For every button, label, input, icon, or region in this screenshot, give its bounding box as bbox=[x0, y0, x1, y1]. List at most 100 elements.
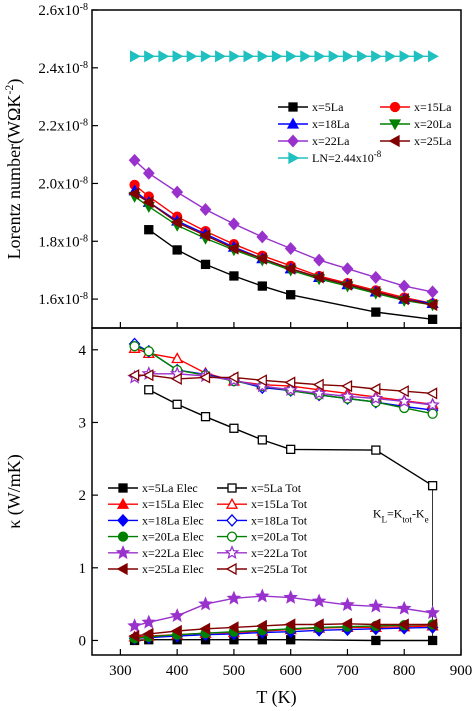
data-point bbox=[286, 290, 296, 300]
data-point bbox=[229, 423, 239, 433]
data-point bbox=[341, 278, 353, 291]
data-point bbox=[257, 50, 269, 63]
data-point bbox=[257, 281, 267, 291]
data-point bbox=[170, 624, 182, 638]
data-point bbox=[228, 217, 240, 231]
data-point bbox=[200, 412, 211, 422]
legend-marker bbox=[118, 483, 128, 493]
data-point bbox=[397, 292, 409, 306]
legend-marker bbox=[389, 101, 401, 113]
data-point bbox=[128, 153, 141, 167]
data-point bbox=[256, 230, 269, 244]
data-point bbox=[198, 596, 213, 611]
data-point bbox=[142, 627, 154, 641]
panel-1-ytick-label: 2.2x10-8 bbox=[38, 117, 88, 135]
legend-label: x=15La bbox=[414, 100, 452, 114]
data-point bbox=[143, 346, 154, 357]
data-point bbox=[311, 385, 327, 400]
data-point bbox=[328, 50, 340, 63]
data-point bbox=[341, 617, 353, 630]
legend-label: x=5La Tot bbox=[251, 481, 302, 495]
data-point bbox=[425, 605, 440, 620]
data-point bbox=[371, 307, 381, 317]
legend-marker bbox=[227, 483, 237, 493]
legend-marker bbox=[117, 531, 129, 542]
legend-label: x=18La Elec bbox=[142, 513, 204, 527]
data-point bbox=[369, 270, 382, 284]
data-point bbox=[199, 622, 211, 635]
data-point bbox=[371, 50, 383, 63]
series-line bbox=[134, 595, 433, 627]
panel-2-ytick-label: 3 bbox=[79, 415, 87, 431]
legend-marker bbox=[226, 531, 238, 542]
data-point bbox=[312, 271, 324, 284]
data-point bbox=[172, 399, 182, 409]
data-point bbox=[427, 50, 439, 63]
data-point bbox=[142, 196, 154, 209]
data-point bbox=[427, 481, 438, 491]
legend-marker bbox=[116, 497, 130, 509]
data-point bbox=[141, 614, 157, 629]
data-point bbox=[243, 50, 255, 63]
xtick-label: 500 bbox=[223, 663, 246, 679]
series-line bbox=[134, 184, 433, 305]
data-point bbox=[171, 352, 184, 364]
legend-marker bbox=[225, 562, 237, 576]
data-point bbox=[170, 216, 182, 229]
data-point bbox=[426, 387, 438, 400]
xtick-label: 400 bbox=[166, 663, 189, 679]
data-point bbox=[369, 618, 381, 631]
data-point bbox=[369, 285, 381, 299]
xtick-label: 300 bbox=[109, 663, 132, 679]
xtick-label: 900 bbox=[450, 663, 473, 679]
legend-label: x=15La Tot bbox=[251, 497, 308, 511]
data-point bbox=[385, 50, 397, 63]
data-point bbox=[229, 271, 239, 281]
data-point bbox=[312, 618, 324, 631]
data-point bbox=[144, 225, 154, 235]
data-point bbox=[215, 50, 227, 63]
panel-1-y-axis-label: Lorentz number(WΩK-2) bbox=[2, 79, 25, 260]
data-point bbox=[396, 393, 412, 408]
legend-marker bbox=[115, 545, 131, 560]
legend-marker bbox=[286, 117, 300, 129]
data-point bbox=[172, 50, 184, 63]
data-point bbox=[255, 374, 267, 387]
legend-marker bbox=[388, 119, 402, 131]
legend-label: x=20La Elec bbox=[142, 530, 204, 544]
legend-marker bbox=[226, 513, 238, 527]
panel-1-ytick-label: 2.0x10-8 bbox=[38, 175, 88, 193]
data-point bbox=[129, 50, 141, 63]
legend-label: x=5La Elec bbox=[142, 481, 198, 495]
data-point bbox=[286, 50, 298, 63]
data-point bbox=[340, 597, 355, 612]
panel-2-ytick-label: 0 bbox=[79, 633, 87, 649]
xtick-label: 600 bbox=[279, 663, 302, 679]
data-point bbox=[271, 50, 283, 63]
data-point bbox=[127, 618, 142, 633]
legend-marker bbox=[117, 513, 129, 527]
data-point bbox=[255, 619, 267, 633]
xtick-label: 700 bbox=[336, 663, 359, 679]
legend-label: LN=2.44x10-8 bbox=[312, 149, 382, 165]
data-point bbox=[341, 262, 354, 276]
panel-1-ytick-label: 1.8x10-8 bbox=[38, 233, 88, 251]
data-point bbox=[397, 385, 409, 398]
data-point bbox=[426, 618, 438, 631]
data-point bbox=[427, 314, 438, 324]
x-axis-label: T (K) bbox=[256, 687, 296, 708]
data-point bbox=[283, 589, 299, 604]
data-point bbox=[371, 635, 381, 646]
panel-2-ytick-label: 2 bbox=[79, 488, 87, 504]
legend-label: x=25La Tot bbox=[251, 562, 308, 576]
data-point bbox=[199, 203, 212, 216]
legend-label: x=25La bbox=[414, 134, 452, 148]
legend-marker bbox=[288, 151, 300, 165]
data-point bbox=[357, 50, 369, 63]
panel-1-ytick-label: 2.4x10-8 bbox=[38, 59, 88, 77]
data-point bbox=[144, 385, 154, 395]
data-point bbox=[199, 229, 211, 242]
data-point bbox=[257, 435, 267, 445]
series-line bbox=[148, 389, 433, 487]
legend-label: x=18La bbox=[312, 117, 350, 131]
